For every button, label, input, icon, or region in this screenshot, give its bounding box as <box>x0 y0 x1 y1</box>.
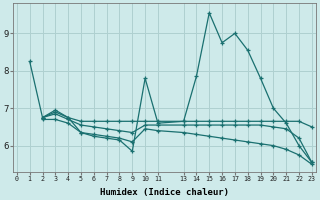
X-axis label: Humidex (Indice chaleur): Humidex (Indice chaleur) <box>100 188 229 197</box>
